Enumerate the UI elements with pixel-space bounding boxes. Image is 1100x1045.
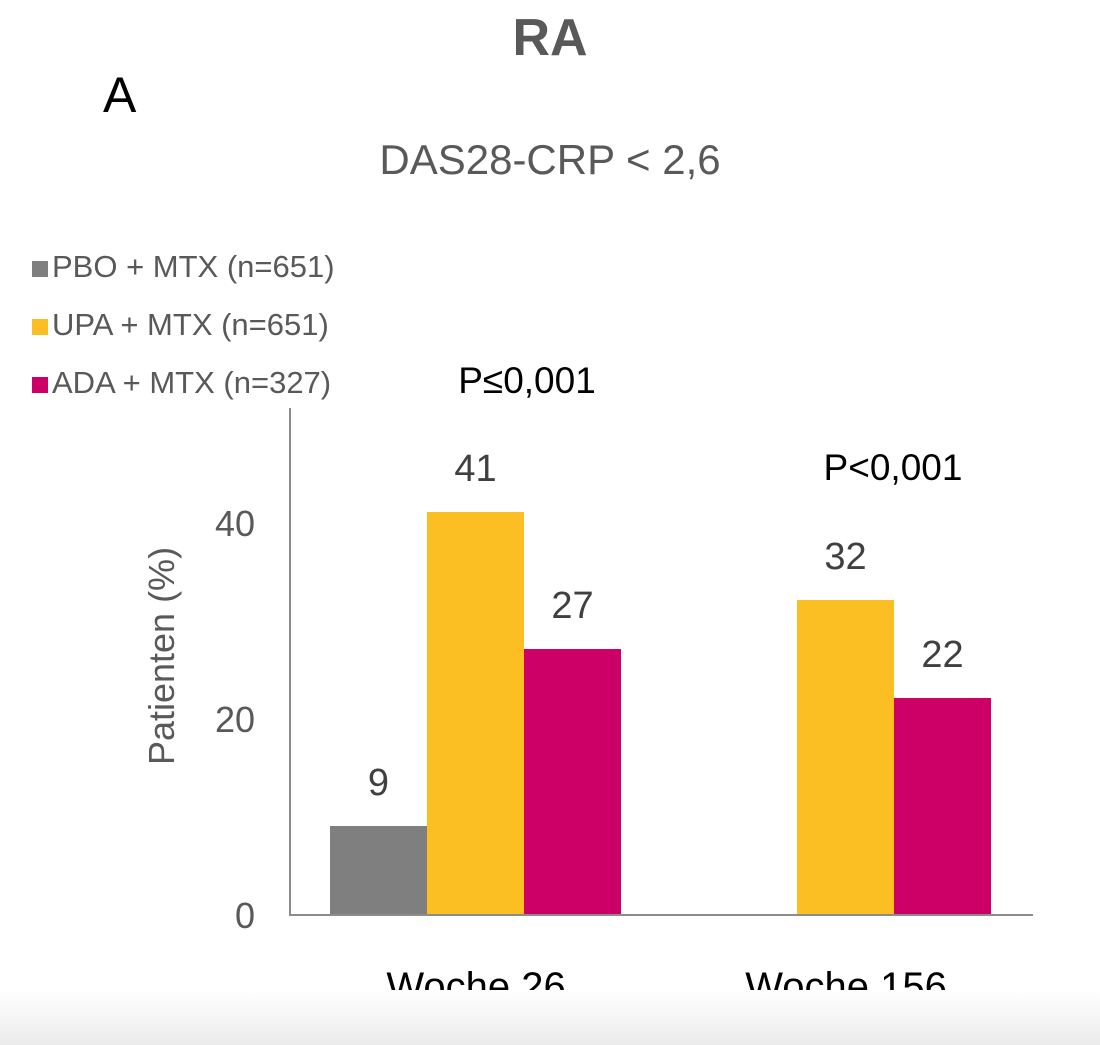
p-value-annotation-0: P≤0,001	[458, 360, 596, 401]
data-label-pbo-0: 9	[367, 761, 390, 804]
bottom-fade	[0, 990, 1100, 1045]
legend: PBO + MTX (n=651) UPA + MTX (n=651) ADA …	[32, 238, 335, 412]
legend-item-pbo: PBO + MTX (n=651)	[32, 238, 335, 296]
legend-swatch-pbo	[32, 261, 48, 277]
bar-upa-0	[427, 512, 524, 914]
data-label-ada-1: 22	[921, 634, 964, 677]
legend-item-ada: ADA + MTX (n=327)	[32, 354, 335, 412]
y-tick-label-0: 0	[234, 895, 255, 936]
data-label-upa-1: 32	[824, 536, 867, 579]
legend-item-upa: UPA + MTX (n=651)	[32, 296, 335, 354]
y-axis-line	[289, 408, 291, 916]
bar-pbo-0	[330, 825, 427, 914]
x-axis-line	[289, 914, 1033, 916]
chart-subtitle: DAS28-CRP < 2,6	[379, 136, 721, 183]
bar-ada-1	[894, 698, 991, 914]
chart-title: RA	[512, 9, 588, 67]
bar-upa-1	[797, 600, 894, 914]
legend-swatch-upa	[32, 319, 48, 335]
legend-label-ada: ADA + MTX (n=327)	[52, 365, 332, 400]
legend-swatch-ada	[32, 377, 48, 393]
panel-label: A	[103, 67, 137, 123]
data-label-ada-0: 27	[551, 585, 594, 628]
p-value-annotation-1: P<0,001	[823, 447, 963, 488]
legend-label-upa: UPA + MTX (n=651)	[52, 307, 329, 342]
data-label-upa-0: 41	[454, 448, 497, 491]
bar-ada-0	[524, 649, 621, 914]
y-tick-label-20: 20	[214, 699, 255, 740]
legend-label-pbo: PBO + MTX (n=651)	[52, 249, 335, 284]
y-tick-label-40: 40	[214, 503, 255, 544]
